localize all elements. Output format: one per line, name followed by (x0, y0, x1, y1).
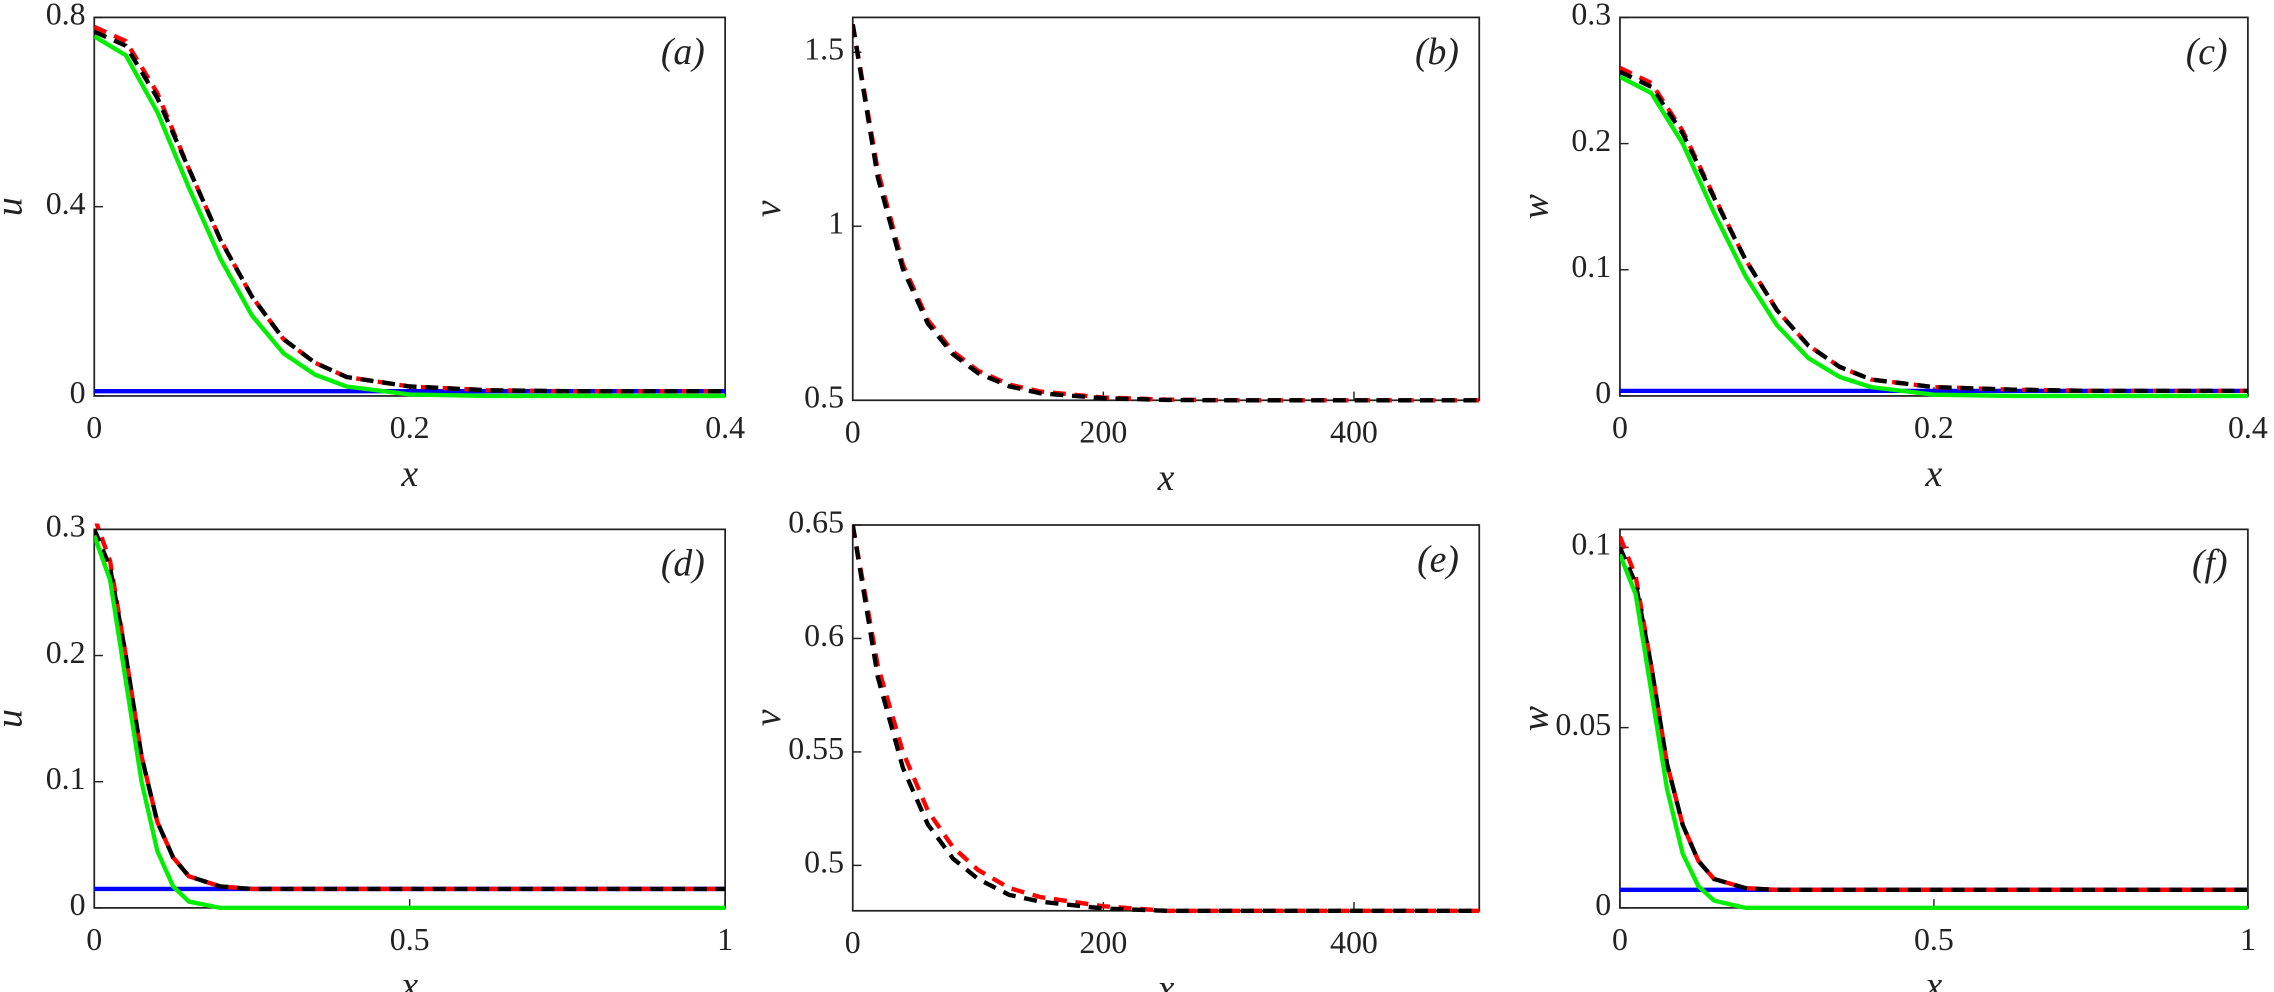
y-tick-label: 0.5 (804, 380, 844, 415)
data-line (852, 24, 1480, 403)
x-tick-label: 1 (2240, 922, 2256, 957)
plot-frame (851, 16, 1481, 402)
x-tick-label: 0.5 (1914, 922, 1954, 957)
x-tick-label: 0.4 (2228, 410, 2268, 445)
x-tick-label: 0.4 (705, 410, 745, 445)
data-line (94, 534, 726, 911)
x-tick-label: 0 (86, 410, 102, 445)
x-tick-label: 1 (717, 922, 733, 957)
y-axis-label: w (1514, 194, 1556, 219)
panel: 0 200 400 0.5 1 1.5 (b) x v (747, 16, 1481, 499)
y-tick-label: 0.1 (1571, 249, 1611, 284)
y-tick-label: 0.8 (46, 0, 86, 32)
y-tick-label: 0 (1595, 375, 1611, 410)
x-tick-label: 0.2 (390, 410, 430, 445)
x-axis-label: x (1157, 457, 1175, 499)
y-tick-label: 0.55 (788, 731, 844, 766)
panel-label: (d) (661, 543, 705, 585)
y-axis-label: u (0, 197, 31, 216)
x-tick-label: 0 (845, 414, 861, 449)
y-tick-label: 0 (1595, 887, 1611, 922)
y-tick-label: 0.4 (46, 186, 86, 221)
y-tick-label: 1.5 (804, 32, 844, 67)
x-tick-label: 400 (1330, 925, 1378, 960)
panel: 0 0.5 1 0 0.1 0.2 0.3 (d) x u (0, 509, 733, 992)
y-tick-label: 0.2 (1571, 123, 1611, 158)
panel-label: (c) (2186, 31, 2228, 73)
y-axis-label: v (747, 200, 789, 217)
data-line (94, 29, 726, 394)
data-line (1619, 69, 2248, 394)
plot-frame (93, 528, 726, 909)
panel: 0 0.2 0.4 0 0.4 0.8 (a) x u (0, 0, 745, 495)
data-line (1619, 553, 2248, 911)
y-tick-label: 0.6 (804, 618, 844, 653)
data-line (1619, 74, 2248, 399)
x-axis-label: x (400, 453, 418, 495)
x-tick-label: 200 (1079, 414, 1127, 449)
x-tick-label: 200 (1079, 925, 1127, 960)
data-line (1619, 546, 2248, 893)
y-tick-label: 0.65 (788, 504, 844, 539)
data-line (94, 34, 726, 399)
plot-frame (1619, 16, 2249, 397)
data-line (94, 24, 726, 394)
data-line (852, 524, 1480, 913)
panel: 0 0.2 0.4 0 0.1 0.2 0.3 (c) x w (1514, 0, 2267, 495)
x-tick-label: 0.5 (390, 922, 430, 957)
y-axis-label: u (0, 709, 31, 728)
x-tick-label: 0.2 (1914, 410, 1954, 445)
panel-label: (f) (2192, 543, 2228, 585)
x-tick-label: 0 (86, 922, 102, 957)
y-tick-label: 0.1 (46, 761, 86, 796)
x-tick-label: 0 (845, 925, 861, 960)
panel: 0 200 400 0.5 0.55 0.6 0.65 (e) x v (747, 504, 1481, 992)
y-tick-label: 0.3 (1571, 0, 1611, 32)
plot-frame (851, 524, 1481, 912)
y-tick-label: 1 (828, 206, 844, 241)
y-tick-label: 0.5 (804, 845, 844, 880)
panel: 0 0.5 1 0 0.05 0.1 (f) x w (1514, 527, 2255, 992)
y-tick-label: 0.3 (46, 509, 86, 544)
panel-label: (b) (1415, 31, 1459, 73)
plot-frame (93, 16, 726, 397)
plot-frame (1619, 528, 2249, 909)
y-tick-label: 0.1 (1571, 527, 1611, 562)
y-axis-label: v (747, 709, 789, 726)
x-tick-label: 0 (1612, 922, 1628, 957)
y-tick-label: 0.05 (1555, 707, 1611, 742)
x-tick-label: 0 (1612, 410, 1628, 445)
x-tick-label: 400 (1330, 414, 1378, 449)
y-tick-label: 0 (70, 375, 86, 410)
y-tick-label: 0.2 (46, 635, 86, 670)
panel-label: (a) (661, 31, 705, 73)
x-axis-label: x (400, 965, 418, 992)
panel-label: (e) (1417, 538, 1459, 580)
y-axis-label: w (1514, 706, 1556, 731)
y-tick-label: 0 (70, 887, 86, 922)
x-axis-label: x (1157, 968, 1175, 992)
x-axis-label: x (1925, 453, 1943, 495)
data-line (94, 528, 726, 892)
x-axis-label: x (1925, 965, 1943, 992)
